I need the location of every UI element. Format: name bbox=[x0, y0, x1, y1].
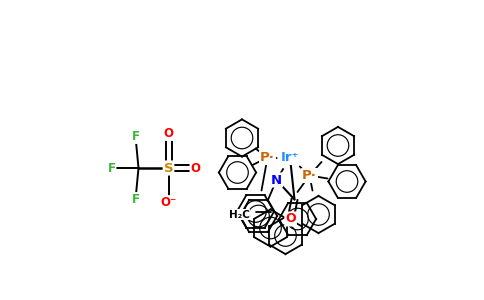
Text: O: O bbox=[191, 161, 200, 175]
Text: O: O bbox=[164, 127, 173, 140]
Text: P·: P· bbox=[302, 169, 317, 182]
Text: H₂C: H₂C bbox=[228, 209, 249, 220]
Text: O⁻: O⁻ bbox=[160, 196, 177, 209]
Text: S: S bbox=[164, 161, 173, 175]
Text: F: F bbox=[132, 130, 139, 143]
Text: N: N bbox=[271, 173, 282, 187]
Text: F: F bbox=[132, 193, 139, 206]
Text: P·: P· bbox=[260, 151, 275, 164]
Text: O: O bbox=[285, 212, 296, 226]
Text: F: F bbox=[107, 161, 116, 175]
Text: Ir⁺: Ir⁺ bbox=[281, 151, 299, 164]
